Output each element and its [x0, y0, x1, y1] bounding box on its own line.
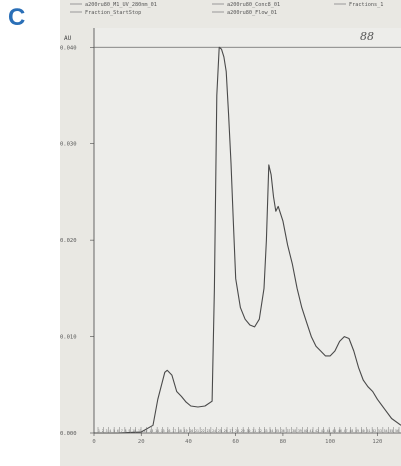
legend-entry: a200ru80_Flow_01 — [227, 10, 277, 16]
x-tick-label: 0 — [92, 439, 95, 445]
fraction-strip: 1 2 3 4 5 6 7 8 9 10 11 12 13 14 15 16 1… — [97, 427, 400, 433]
y-tick-label: 0.010 — [60, 335, 77, 341]
y-tick-label: 0.020 — [60, 238, 77, 244]
series-layer — [94, 46, 401, 434]
legend-entry: Fractions_1 — [349, 2, 383, 8]
legend-entry: a200ru80_Conc8_01 — [227, 2, 280, 8]
y-tick-label: 0.000 — [60, 431, 77, 437]
y-tick-label: 0.030 — [60, 142, 77, 148]
uv-trace — [94, 46, 401, 434]
plot-area — [94, 28, 401, 433]
x-tick-label: 40 — [185, 439, 192, 445]
legend-entry: Fraction_StartStop — [85, 10, 141, 16]
panel-letter: C — [8, 4, 26, 31]
chart-svg: a200ru80_M1_UV_280nm_01 a200ru80_Conc8_01… — [60, 0, 401, 466]
chromatogram-chart: a200ru80_M1_UV_280nm_01 a200ru80_Conc8_01… — [52, 0, 401, 466]
legend-entry: a200ru80_M1_UV_280nm_01 — [85, 2, 157, 8]
x-tick-label: 80 — [280, 439, 287, 445]
x-tick-label: 100 — [325, 439, 335, 445]
axes: 0.000 0.010 0.020 0.030 0.040 0 20 40 60 80 100 120 — [60, 28, 401, 445]
x-tick-label: 20 — [138, 439, 145, 445]
fraction-labels: 1 2 3 4 5 6 7 8 9 10 11 12 13 14 15 16 1… — [98, 429, 399, 433]
y-axis-unit-label: AU — [64, 35, 72, 42]
x-tick-label: 60 — [232, 439, 239, 445]
legend: a200ru80_M1_UV_280nm_01 a200ru80_Conc8_01… — [70, 2, 383, 16]
annotation-handwritten: 88 — [360, 30, 374, 43]
y-tick-label: 0.040 — [60, 45, 77, 51]
x-tick-label: 120 — [372, 439, 382, 445]
